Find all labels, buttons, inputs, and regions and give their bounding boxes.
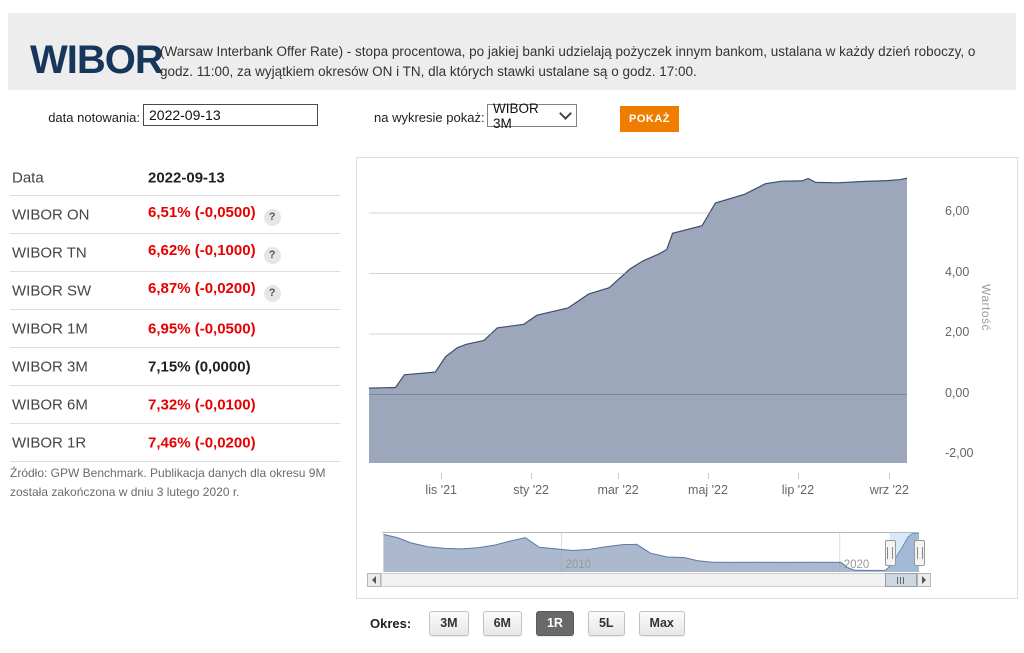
- y-tick-label: -2,00: [945, 446, 974, 460]
- rate-value: 6,87% (-0,0200)?: [148, 280, 281, 302]
- rate-label: WIBOR ON: [12, 206, 90, 223]
- navigator-year-label: 2020: [844, 559, 870, 571]
- navigator-year-label: 2010: [565, 559, 591, 571]
- scroll-left-icon: [372, 576, 376, 584]
- y-tick-label: 0,00: [945, 385, 970, 400]
- table-row: WIBOR ON 6,51% (-0,0500)?: [10, 196, 340, 234]
- okres-button-1r[interactable]: 1R: [535, 611, 574, 636]
- scrollbar-thumb[interactable]: [885, 573, 917, 587]
- show-button[interactable]: POKAŻ: [620, 106, 679, 132]
- navigator-handle-right[interactable]: [914, 540, 925, 566]
- rate-value: 7,46% (-0,0200): [148, 434, 256, 451]
- x-tick-mark: [441, 473, 443, 479]
- rate-label: WIBOR 1R: [12, 434, 87, 451]
- series-select-label: na wykresie pokaż:: [374, 110, 485, 125]
- rate-value: 6,62% (-0,1000)?: [148, 242, 281, 264]
- y-tick-label: 6,00: [945, 204, 970, 218]
- x-tick-mark: [708, 473, 709, 479]
- table-row: WIBOR 1M 6,95% (-0,0500): [10, 310, 340, 348]
- rate-value: 7,32% (-0,0100): [148, 396, 256, 413]
- rate-value: 7,15% (0,0000): [148, 358, 251, 375]
- x-tick-label: maj '22: [688, 483, 728, 497]
- table-row: WIBOR TN 6,62% (-0,1000)?: [10, 234, 340, 272]
- series-select-value: WIBOR 3M: [493, 100, 539, 131]
- range-selector-label: Okres:: [370, 616, 412, 631]
- table-row: WIBOR SW 6,87% (-0,0200)?: [10, 272, 340, 310]
- table-header-date: 2022-09-13: [148, 169, 225, 186]
- scroll-right-button[interactable]: [917, 573, 931, 587]
- scroll-left-button[interactable]: [367, 573, 381, 587]
- series-select[interactable]: WIBOR 3M: [487, 101, 577, 131]
- help-icon[interactable]: ?: [263, 208, 281, 226]
- rate-value: 6,95% (-0,0500): [148, 320, 256, 337]
- navigator-handle-left[interactable]: [884, 540, 896, 566]
- scroll-right-icon: [922, 576, 926, 584]
- rate-label: WIBOR SW: [12, 282, 92, 299]
- okres-button-5l[interactable]: 5L: [587, 611, 625, 636]
- rate-label: WIBOR 1M: [12, 320, 88, 337]
- y-axis-title: Wartość: [979, 284, 993, 332]
- date-label: data notowania:: [48, 110, 140, 125]
- help-icon[interactable]: ?: [263, 246, 281, 264]
- x-tick-label: mar '22: [597, 483, 639, 497]
- table-header-data: Data: [12, 169, 44, 186]
- x-tick-label: sty '22: [513, 483, 549, 497]
- x-tick-label: lip '22: [781, 483, 815, 497]
- rate-value: 6,51% (-0,0500)?: [148, 204, 281, 226]
- x-tick-mark: [889, 473, 891, 479]
- navigator-series-line: [383, 532, 919, 571]
- table-header-row: Data 2022-09-13: [10, 160, 340, 196]
- date-input[interactable]: [143, 104, 318, 126]
- x-tick-label: lis '21: [425, 483, 457, 497]
- x-tick-mark: [797, 473, 799, 479]
- navigator-series-fill: [383, 533, 919, 572]
- navigator-chart[interactable]: 2010 2020: [382, 532, 919, 572]
- rate-label: WIBOR TN: [12, 244, 87, 261]
- table-row: WIBOR 6M 7,32% (-0,0100): [10, 386, 340, 424]
- help-icon[interactable]: ?: [263, 284, 281, 302]
- range-selector: Okres: 3M 6M 1R 5L Max: [370, 610, 685, 637]
- source-footnote: Źródło: GPW Benchmark. Publikacja danych…: [10, 466, 326, 499]
- chevron-down-icon: [559, 107, 572, 120]
- rates-table: Data 2022-09-13 WIBOR ON 6,51% (-0,0500)?…: [10, 160, 340, 462]
- y-tick-label: 4,00: [945, 264, 970, 279]
- area-chart[interactable]: [369, 169, 907, 463]
- x-tick-label: wrz '22: [869, 483, 909, 497]
- header-strip: WIBOR (Warsaw Interbank Offer Rate) - st…: [8, 13, 1016, 90]
- grip-icon: [897, 576, 905, 584]
- x-tick-mark: [618, 473, 620, 479]
- area-series-fill: [369, 178, 907, 463]
- y-tick-label: 2,00: [945, 325, 970, 339]
- x-tick-mark: [531, 473, 533, 479]
- rate-label: WIBOR 3M: [12, 358, 88, 375]
- chart-container: 6,00 4,00 2,00 0,00 -2,00 Wartość lis '21 sty…: [356, 157, 1018, 599]
- page-title: WIBOR: [30, 38, 164, 82]
- okres-button-max[interactable]: Max: [638, 611, 685, 636]
- okres-button-6m[interactable]: 6M: [482, 611, 522, 636]
- scrollbar-track[interactable]: [381, 573, 917, 587]
- table-row: WIBOR 3M 7,15% (0,0000): [10, 348, 340, 386]
- area-series-line: [369, 177, 907, 389]
- okres-button-3m[interactable]: 3M: [429, 611, 469, 636]
- wibor-description: (Warsaw Interbank Offer Rate) - stopa pr…: [160, 44, 976, 80]
- table-row: WIBOR 1R 7,46% (-0,0200): [10, 424, 340, 462]
- rate-label: WIBOR 6M: [12, 396, 88, 413]
